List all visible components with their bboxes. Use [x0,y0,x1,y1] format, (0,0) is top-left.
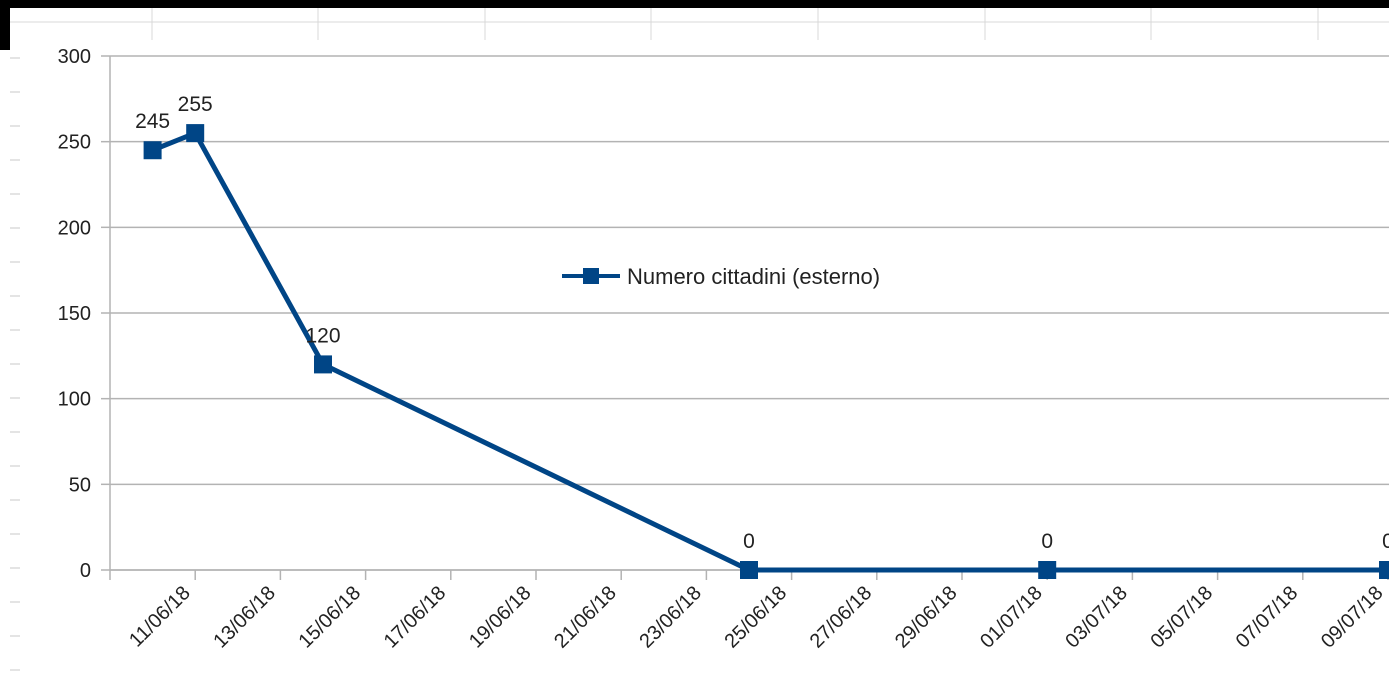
data-point-marker [186,124,205,143]
x-tick-label: 01/07/18 [976,582,1047,653]
x-tick-label: 19/06/18 [465,582,536,653]
x-tick-label: 13/06/18 [209,582,280,653]
data-point-marker [1038,561,1057,579]
data-label: 120 [305,324,340,347]
x-tick-label: 17/06/18 [380,582,451,653]
y-tick-label: 100 [58,389,91,411]
legend-marker [583,268,599,284]
data-label: 245 [135,110,170,133]
series-layer [143,124,1389,579]
data-point-marker [314,355,332,374]
data-label: 0 [1382,530,1389,553]
data-point-marker [143,141,162,160]
y-tick-label: 250 [58,132,91,154]
x-tick-label: 25/06/18 [721,582,792,653]
chart-gridlines [110,55,1389,571]
x-tick-label: 03/07/18 [1061,582,1132,653]
data-label: 0 [1041,530,1053,553]
data-label: 255 [178,93,213,116]
x-tick-label: 07/07/18 [1232,582,1303,653]
window-corner [0,0,10,50]
y-tick-label: 0 [80,560,91,582]
x-tick-label: 29/06/18 [891,582,962,653]
x-tick-label: 09/07/18 [1317,582,1388,653]
y-tick-label: 150 [58,303,91,325]
x-tick-label: 11/06/18 [125,582,195,652]
x-axis-ticks: 11/06/18 13/06/18 15/06/18 17/06/18 19/06/18… [109,570,1389,653]
data-point-marker [1379,561,1389,579]
data-labels: 245 255 120 0 0 0 [135,93,1389,553]
x-tick-label: 21/06/18 [550,582,621,653]
x-tick-label: 05/07/18 [1147,582,1218,653]
x-tick-label: 15/06/18 [295,582,366,653]
legend-series-name: Numero cittadini (esterno) [627,264,880,289]
y-tick-label: 200 [58,217,91,239]
data-label: 0 [743,530,755,553]
series-line [151,129,1388,573]
y-tick-label: 300 [58,46,91,68]
data-point-marker [740,561,758,579]
x-tick-label: 27/06/18 [806,582,877,653]
spreadsheet-background-grid [10,8,1389,671]
legend: Numero cittadini (esterno) [562,264,880,289]
y-axis-ticks: 0 50 100 150 200 250 300 [58,46,110,582]
y-tick-label: 50 [69,474,91,496]
window-top-bar [0,0,1389,8]
x-tick-label: 23/06/18 [635,582,706,653]
